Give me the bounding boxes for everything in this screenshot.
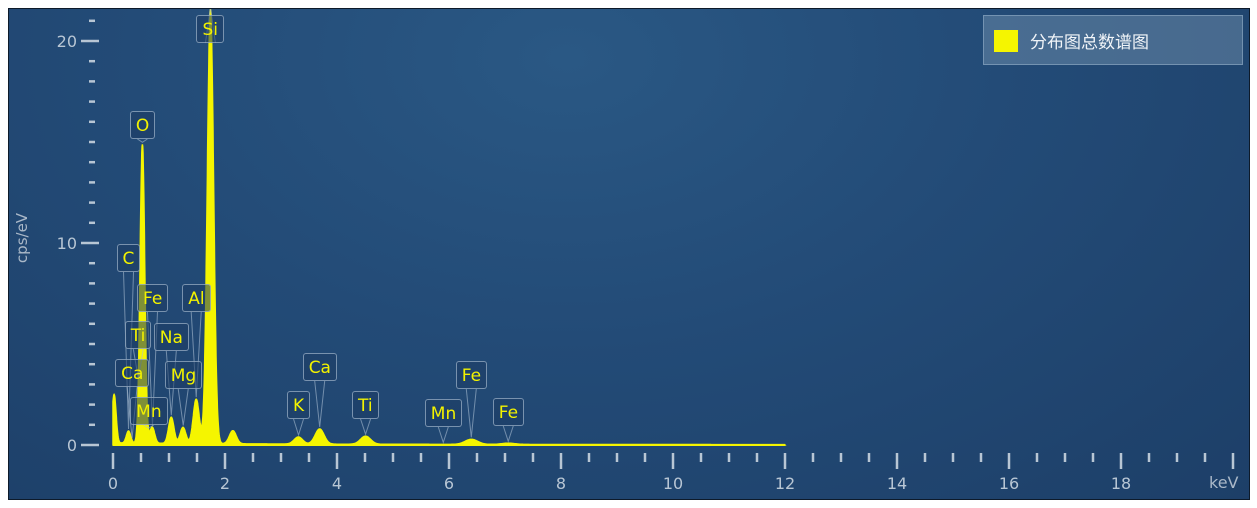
- plot-area: 0 10 20 0 2 4 6 8 10 12 14 16 18: [57, 9, 1235, 493]
- peak-label-pointer: [314, 380, 326, 428]
- legend[interactable]: 分布图总数谱图: [983, 15, 1243, 65]
- peak-label-ca: Ca: [302, 353, 337, 381]
- peak-label-ca: Ca: [115, 359, 150, 387]
- x-tick-label: 14: [887, 474, 907, 493]
- peak-label-al: Al: [182, 284, 211, 312]
- peak-label-fe: Fe: [136, 284, 169, 312]
- peak-label-ti: Ti: [124, 321, 152, 349]
- peak-label-pointer: [293, 418, 305, 437]
- x-tick-label: 18: [1111, 474, 1131, 493]
- y-tick-label: 0: [67, 436, 77, 455]
- peak-label-fe: Fe: [492, 398, 525, 426]
- x-tick-label: 8: [556, 474, 566, 493]
- peak-label-mn: Mn: [130, 397, 168, 425]
- peak-label-mn: Mn: [424, 399, 463, 427]
- y-tick-label: 20: [57, 32, 77, 51]
- x-tick-label: 16: [999, 474, 1019, 493]
- peak-label-pointer: [437, 426, 449, 444]
- peak-label-si: Si: [196, 15, 224, 43]
- peak-label-fe: Fe: [455, 361, 488, 389]
- y-tick-label: 10: [57, 234, 77, 253]
- peak-label-ti: Ti: [352, 391, 379, 419]
- peak-label-pointer: [465, 388, 477, 438]
- x-tick-label: 10: [663, 474, 683, 493]
- peak-label-k: K: [287, 391, 311, 419]
- peak-label-c: C: [116, 244, 141, 272]
- peak-label-pointer: [190, 311, 202, 398]
- x-tick-label: 12: [775, 474, 795, 493]
- x-tick-label: 2: [220, 474, 230, 493]
- peak-label-pointer: [360, 418, 372, 436]
- x-tick-label: 4: [332, 474, 342, 493]
- peak-label-pointer: [502, 425, 514, 443]
- x-tick-label: 6: [444, 474, 454, 493]
- legend-entry: 分布图总数谱图: [1030, 33, 1149, 53]
- peak-label-pointer: [177, 388, 189, 426]
- x-axis-label: keV: [1209, 473, 1239, 492]
- peak-label-pointer: [143, 424, 154, 429]
- spectrum-chart: 0 10 20 0 2 4 6 8 10 12 14 16 18 Si O C Fe Al Ti Na Ca Mg Mn K…: [8, 8, 1250, 500]
- x-tick-label: 0: [108, 474, 118, 493]
- peak-label-na: Na: [153, 323, 189, 351]
- peak-label-pointer: [137, 138, 148, 143]
- peak-label-mg: Mg: [164, 361, 203, 389]
- y-axis-label: cps/eV: [13, 212, 32, 264]
- peak-label-o: O: [129, 111, 156, 139]
- legend-swatch: [994, 30, 1018, 52]
- spectrum-series: [112, 9, 787, 446]
